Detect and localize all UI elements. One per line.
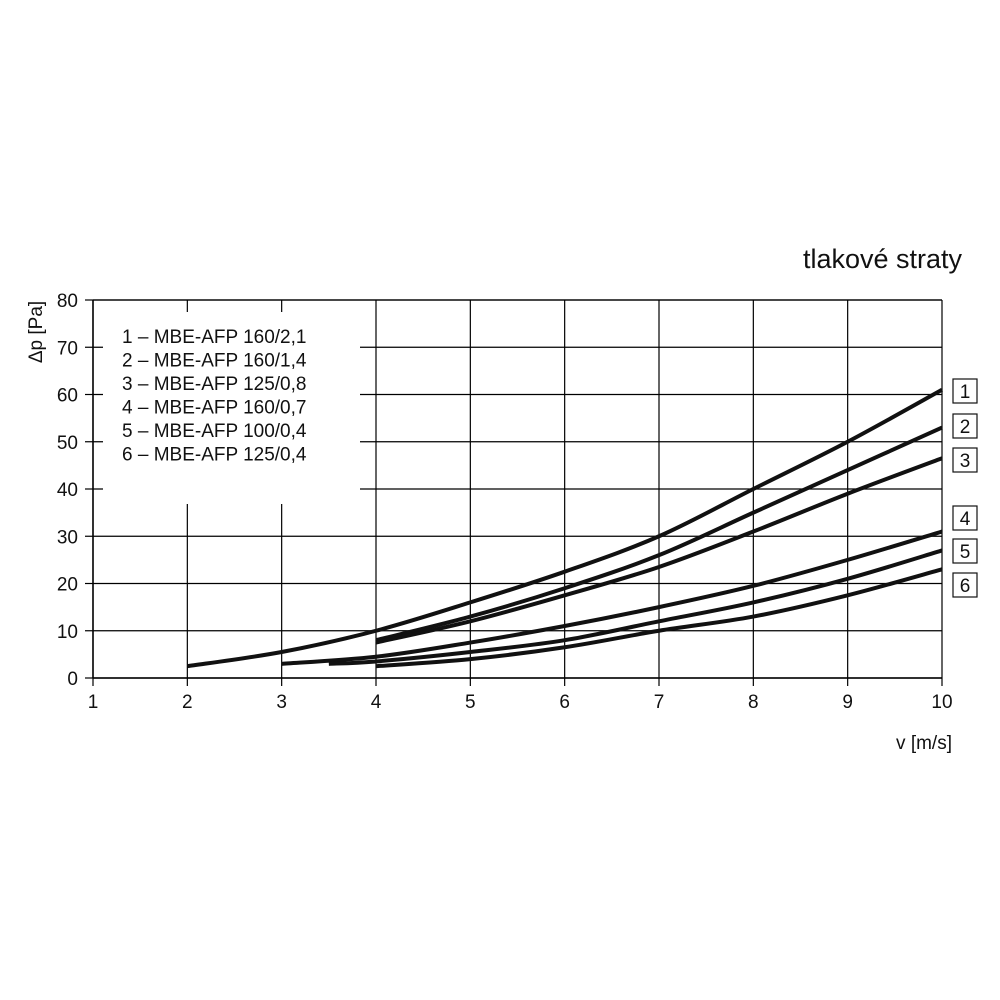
- tick-labels: 1 2 3 4 5 6 7 8 9 10 0 10 20 30 40 50 60 70 80: [57, 291, 956, 713]
- series-end-label-2: 2: [960, 417, 971, 438]
- legend-item-1: 1 – MBE-AFP 160/2,1: [122, 327, 306, 348]
- x-tick-label: 5: [465, 692, 476, 713]
- x-tick-bg: [739, 690, 768, 712]
- x-tick-bg: [833, 690, 862, 712]
- x-axis-label: v [m/s]: [896, 733, 952, 754]
- y-tick-label: 80: [57, 291, 78, 312]
- x-tick-bg: [550, 690, 579, 712]
- axes: [85, 299, 943, 686]
- series-end-label-1: 1: [960, 382, 971, 403]
- y-tick-label: 60: [57, 386, 78, 407]
- x-tick-label: 10: [931, 692, 952, 713]
- legend-item-6: 6 – MBE-AFP 125/0,4: [122, 445, 307, 466]
- series-line-2: [375, 425, 943, 643]
- series-end-label-6: 6: [960, 576, 971, 597]
- x-tick-bg: [456, 690, 485, 712]
- x-tick-label: 9: [842, 692, 853, 713]
- x-tick-bg: [645, 690, 673, 712]
- chart-title: tlakové straty: [803, 244, 963, 274]
- x-tick-label: 4: [371, 692, 382, 713]
- x-tick-bg: [173, 690, 202, 712]
- series-end-label-box-2: [952, 413, 978, 439]
- legend-item-3: 3 – MBE-AFP 125/0,8: [122, 374, 306, 395]
- series-line-3: [375, 456, 943, 645]
- series-end-label-box-1: [952, 378, 978, 404]
- x-tick-label: 2: [182, 692, 193, 713]
- x-tick-label: 8: [748, 692, 759, 713]
- legend-item-4: 4 – MBE-AFP 160/0,7: [122, 398, 306, 419]
- x-tick-label: 6: [559, 692, 570, 713]
- x-tick-label: 1: [88, 692, 99, 713]
- x-tick-bg: [362, 690, 390, 712]
- legend-item-2: 2 – MBE-AFP 160/1,4: [122, 351, 307, 372]
- x-tick-bg: [267, 690, 296, 712]
- legend-box: [103, 312, 360, 504]
- legend-item-5: 5 – MBE-AFP 100/0,4: [122, 421, 307, 442]
- series-line-4: [281, 529, 943, 666]
- y-tick-label: 30: [57, 527, 78, 548]
- y-tick-label: 20: [57, 575, 78, 596]
- x-tick-label: 7: [654, 692, 665, 713]
- series-line-6: [375, 567, 943, 669]
- series-end-label-4: 4: [960, 509, 971, 530]
- x-tick-bg: [79, 690, 107, 712]
- series-end-label-box-5: [952, 538, 978, 564]
- x-tick-bg: [928, 690, 956, 712]
- series-end-label-3: 3: [960, 451, 971, 472]
- y-tick-label: 10: [57, 622, 78, 643]
- series-end-label-box-4: [952, 505, 978, 531]
- series-end-label-5: 5: [960, 542, 971, 563]
- series-end-labels: 1 2 3 4 5 6: [952, 378, 978, 598]
- y-tick-label: 70: [57, 338, 78, 359]
- y-tick-label: 50: [57, 433, 78, 454]
- legend: 1 – MBE-AFP 160/2,1 2 – MBE-AFP 160/1,43 …: [103, 312, 360, 504]
- y-tick-label: 40: [57, 480, 78, 501]
- y-axis-label: Δp [Pa]: [26, 301, 47, 363]
- series-line-5: [328, 548, 943, 666]
- x-tick-label: 3: [276, 692, 287, 713]
- series-end-label-box-3: [952, 447, 978, 473]
- y-tick-label: 0: [67, 669, 78, 690]
- series-line-1: [187, 388, 943, 669]
- series-end-label-box-6: [952, 572, 978, 598]
- series-lines: [187, 388, 943, 669]
